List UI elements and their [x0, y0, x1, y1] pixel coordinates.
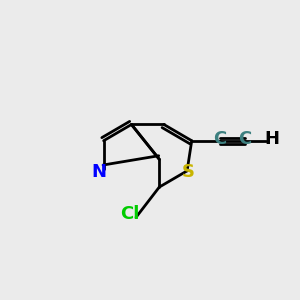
- Text: C: C: [238, 130, 252, 148]
- Text: N: N: [92, 163, 107, 181]
- Text: S: S: [182, 164, 195, 181]
- Text: H: H: [264, 130, 279, 148]
- Text: Cl: Cl: [121, 205, 140, 223]
- Text: C: C: [213, 130, 226, 148]
